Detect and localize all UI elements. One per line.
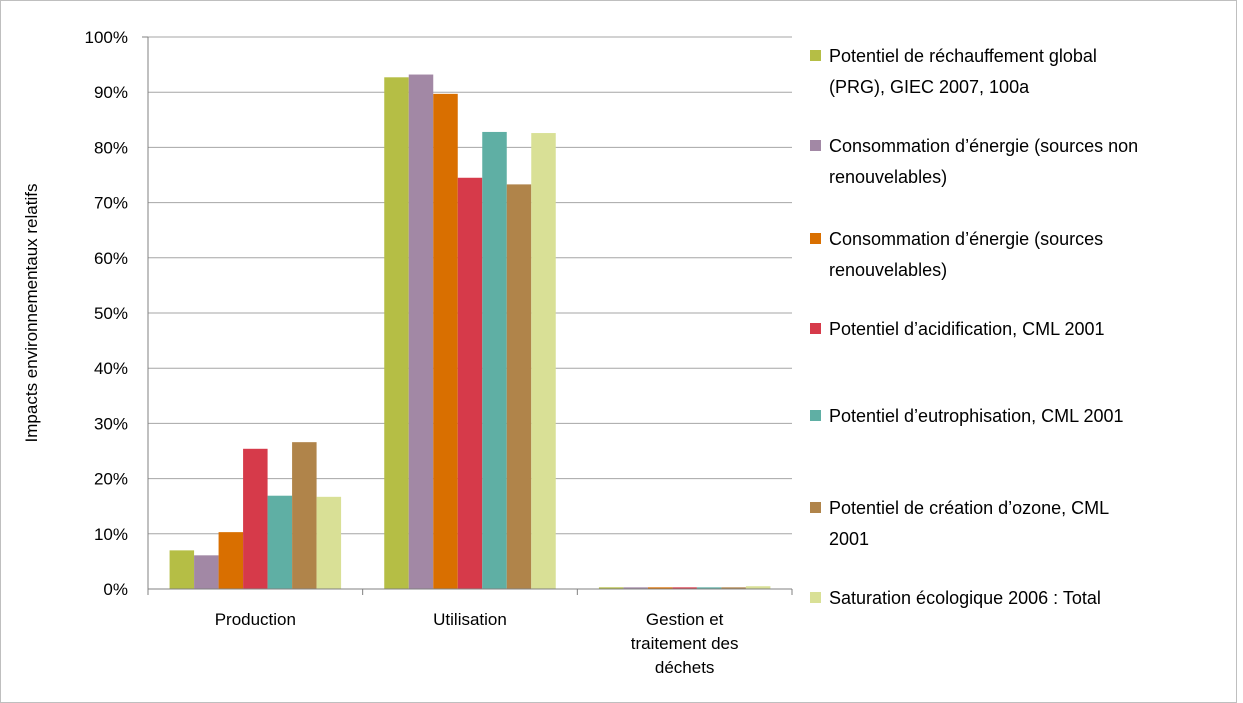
legend-label: renouvelables)	[829, 260, 947, 280]
bar	[384, 77, 409, 590]
y-tick-label: 70%	[94, 194, 128, 213]
bar	[482, 131, 507, 589]
x-tick-label: Gestion et	[646, 610, 724, 629]
y-tick-label: 50%	[94, 304, 128, 323]
y-tick-label: 40%	[94, 359, 128, 378]
y-tick-label: 20%	[94, 470, 128, 489]
legend-swatch	[810, 323, 821, 334]
bar	[531, 133, 556, 589]
y-tick-label: 80%	[94, 138, 128, 157]
legend-label: Saturation écologique 2006 : Total	[829, 588, 1101, 608]
legend-swatch	[810, 502, 821, 513]
bar	[292, 442, 317, 589]
y-tick-labels: 0% 10% 20% 30% 40% 50% 60% 70% 80% 90% 100%	[85, 28, 128, 599]
legend-swatch	[810, 233, 821, 244]
legend-label: Potentiel de réchauffement global	[829, 46, 1097, 66]
legend-label: 2001	[829, 529, 869, 549]
bar	[218, 532, 244, 589]
legend-swatch	[810, 140, 821, 151]
y-axis-title: Impacts environnementaux relatifs	[22, 184, 41, 443]
legend: Potentiel de réchauffement global (PRG), …	[810, 46, 1138, 608]
x-tick-label: Production	[215, 610, 296, 629]
bar	[408, 74, 434, 589]
bar	[457, 177, 483, 589]
y-tick-label: 90%	[94, 83, 128, 102]
legend-swatch	[810, 592, 821, 603]
legend-label: Consommation d’énergie (sources non	[829, 136, 1138, 156]
bar	[169, 550, 195, 589]
y-tick-label: 30%	[94, 414, 128, 433]
legend-label: Potentiel de création d’ozone, CML	[829, 498, 1109, 518]
bar	[721, 587, 746, 589]
bar	[433, 93, 458, 589]
legend-label: Consommation d’énergie (sources	[829, 229, 1103, 249]
legend-swatch	[810, 410, 821, 421]
bars	[169, 74, 771, 590]
legend-label: Potentiel d’acidification, CML 2001	[829, 319, 1105, 339]
bar	[267, 495, 293, 589]
y-tick-label: 10%	[94, 525, 128, 544]
bar	[506, 184, 532, 589]
bar	[243, 448, 268, 589]
x-tick-labels: Production Utilisation Gestion et traitemen…	[215, 610, 739, 677]
x-tick-label: Utilisation	[433, 610, 507, 629]
bar	[194, 555, 219, 589]
x-tick-label: déchets	[655, 658, 715, 677]
y-tick-label: 0%	[103, 580, 128, 599]
x-tick-label: traitement des	[631, 634, 739, 653]
legend-swatch	[810, 50, 821, 61]
axes	[142, 36, 793, 595]
y-tick-label: 100%	[85, 28, 128, 47]
bar	[745, 586, 771, 589]
y-tick-label: 60%	[94, 249, 128, 268]
legend-label: (PRG), GIEC 2007, 100a	[829, 77, 1030, 97]
bar	[316, 496, 342, 589]
legend-label: Potentiel d’eutrophisation, CML 2001	[829, 406, 1124, 426]
bar	[598, 587, 624, 589]
bar	[696, 587, 722, 589]
legend-label: renouvelables)	[829, 167, 947, 187]
bar	[647, 587, 673, 589]
bar	[623, 587, 648, 589]
bar	[672, 587, 697, 589]
